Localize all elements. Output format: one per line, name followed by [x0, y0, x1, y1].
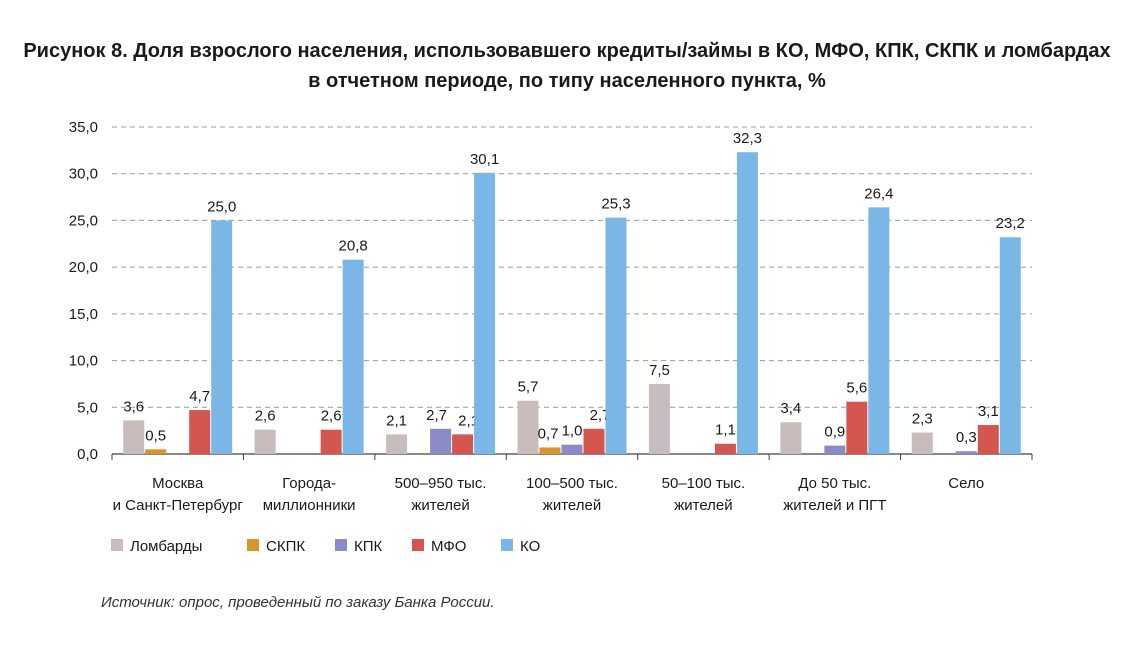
x-tick-label: 500–950 тыс.: [395, 475, 487, 492]
bar: [320, 429, 342, 454]
bar: [386, 434, 408, 454]
x-tick-label: До 50 тыс.: [798, 475, 871, 492]
data-label: 5,7: [518, 379, 539, 396]
bar: [452, 434, 474, 454]
bar: [145, 449, 167, 454]
chart-title: Рисунок 8. Доля взрослого населения, исп…: [0, 36, 1134, 96]
data-label: 1,0: [562, 423, 583, 440]
bar: [714, 443, 736, 454]
chart-title-line-1: Рисунок 8. Доля взрослого населения, исп…: [23, 40, 1111, 62]
x-tick-label: Село: [948, 475, 984, 492]
x-tick-label: миллионники: [263, 497, 356, 514]
bar: [123, 420, 145, 454]
x-tick-label: жителей: [411, 497, 469, 514]
bar: [824, 445, 846, 454]
data-label: 2,1: [386, 412, 407, 429]
bar: [955, 451, 977, 454]
data-label: 3,4: [780, 400, 801, 417]
bar: [977, 425, 999, 454]
bar: [999, 237, 1021, 454]
bar: [430, 428, 452, 454]
bar: [517, 400, 539, 454]
legend-label: КО: [520, 538, 540, 555]
bar: [211, 220, 233, 454]
data-label: 2,1: [458, 412, 479, 429]
data-label: 2,6: [321, 408, 342, 425]
x-tick-label: 50–100 тыс.: [662, 475, 746, 492]
data-label: 20,8: [339, 238, 368, 255]
data-label: 2,6: [255, 408, 276, 425]
bar: [539, 447, 561, 454]
data-label: 30,1: [470, 151, 499, 168]
data-label: 23,2: [996, 215, 1025, 232]
legend-swatch: [501, 539, 513, 551]
data-label: 26,4: [864, 185, 893, 202]
bar: [648, 383, 670, 454]
data-label: 4,7: [189, 388, 210, 405]
x-tick-label: жителей: [674, 497, 732, 514]
legend-swatch: [111, 539, 123, 551]
data-label: 0,3: [956, 429, 977, 446]
data-label: 3,6: [123, 398, 144, 415]
legend-label: СКПК: [266, 538, 305, 555]
bar: [583, 428, 605, 454]
y-tick-label: 5,0: [77, 399, 98, 416]
y-tick-label: 30,0: [69, 166, 98, 183]
data-label: 0,7: [538, 425, 559, 442]
bar: [868, 207, 890, 454]
y-tick-label: 35,0: [69, 119, 98, 136]
legend-label: Ломбарды: [130, 538, 202, 555]
bar: [561, 444, 583, 454]
bar: [189, 410, 211, 454]
legend-label: КПК: [354, 538, 383, 555]
x-tick-label: жителей: [543, 497, 601, 514]
data-label: 1,1: [715, 422, 736, 439]
data-label: 5,6: [846, 380, 867, 397]
data-label: 2,7: [426, 407, 447, 424]
bar: [254, 429, 276, 454]
data-label: 3,1: [978, 403, 999, 420]
bar: [911, 432, 933, 454]
data-label: 2,3: [912, 411, 933, 428]
x-tick-label: жителей и ПГТ: [783, 497, 886, 514]
bar-chart: 0,0 5,0 10,0 15,0 20,0 25,0 30,0 35,0 3,6 2,6 2,1 5…: [69, 119, 1033, 555]
data-label: 32,3: [733, 130, 762, 147]
x-tick-label: Города-: [282, 475, 336, 492]
bar: [736, 152, 758, 454]
y-tick-label: 15,0: [69, 306, 98, 323]
y-tick-label: 0,0: [77, 446, 98, 463]
data-label: 0,9: [824, 424, 845, 441]
y-tick-label: 10,0: [69, 353, 98, 370]
bar: [342, 259, 364, 454]
y-tick-label: 25,0: [69, 212, 98, 229]
bar: [474, 172, 496, 454]
chart-title-line-2: в отчетном периоде, по типу населенного …: [308, 70, 826, 92]
y-tick-label: 20,0: [69, 259, 98, 276]
data-label: 0,5: [145, 427, 166, 444]
data-label: 25,0: [207, 198, 236, 215]
legend-swatch: [412, 539, 424, 551]
x-tick-label: и Санкт-Петербург: [113, 497, 244, 514]
x-tick-label: 100–500 тыс.: [526, 475, 618, 492]
legend-label: МФО: [431, 538, 466, 555]
legend-swatch: [335, 539, 347, 551]
data-label: 25,3: [601, 196, 630, 213]
source-note: Источник: опрос, проведенный по заказу Б…: [101, 594, 495, 611]
data-label: 7,5: [649, 362, 670, 379]
legend-swatch: [247, 539, 259, 551]
bar: [846, 401, 868, 454]
bar: [780, 422, 802, 454]
data-label: 2,7: [590, 407, 611, 424]
x-tick-label: Москва: [152, 475, 204, 492]
bar: [605, 217, 627, 454]
